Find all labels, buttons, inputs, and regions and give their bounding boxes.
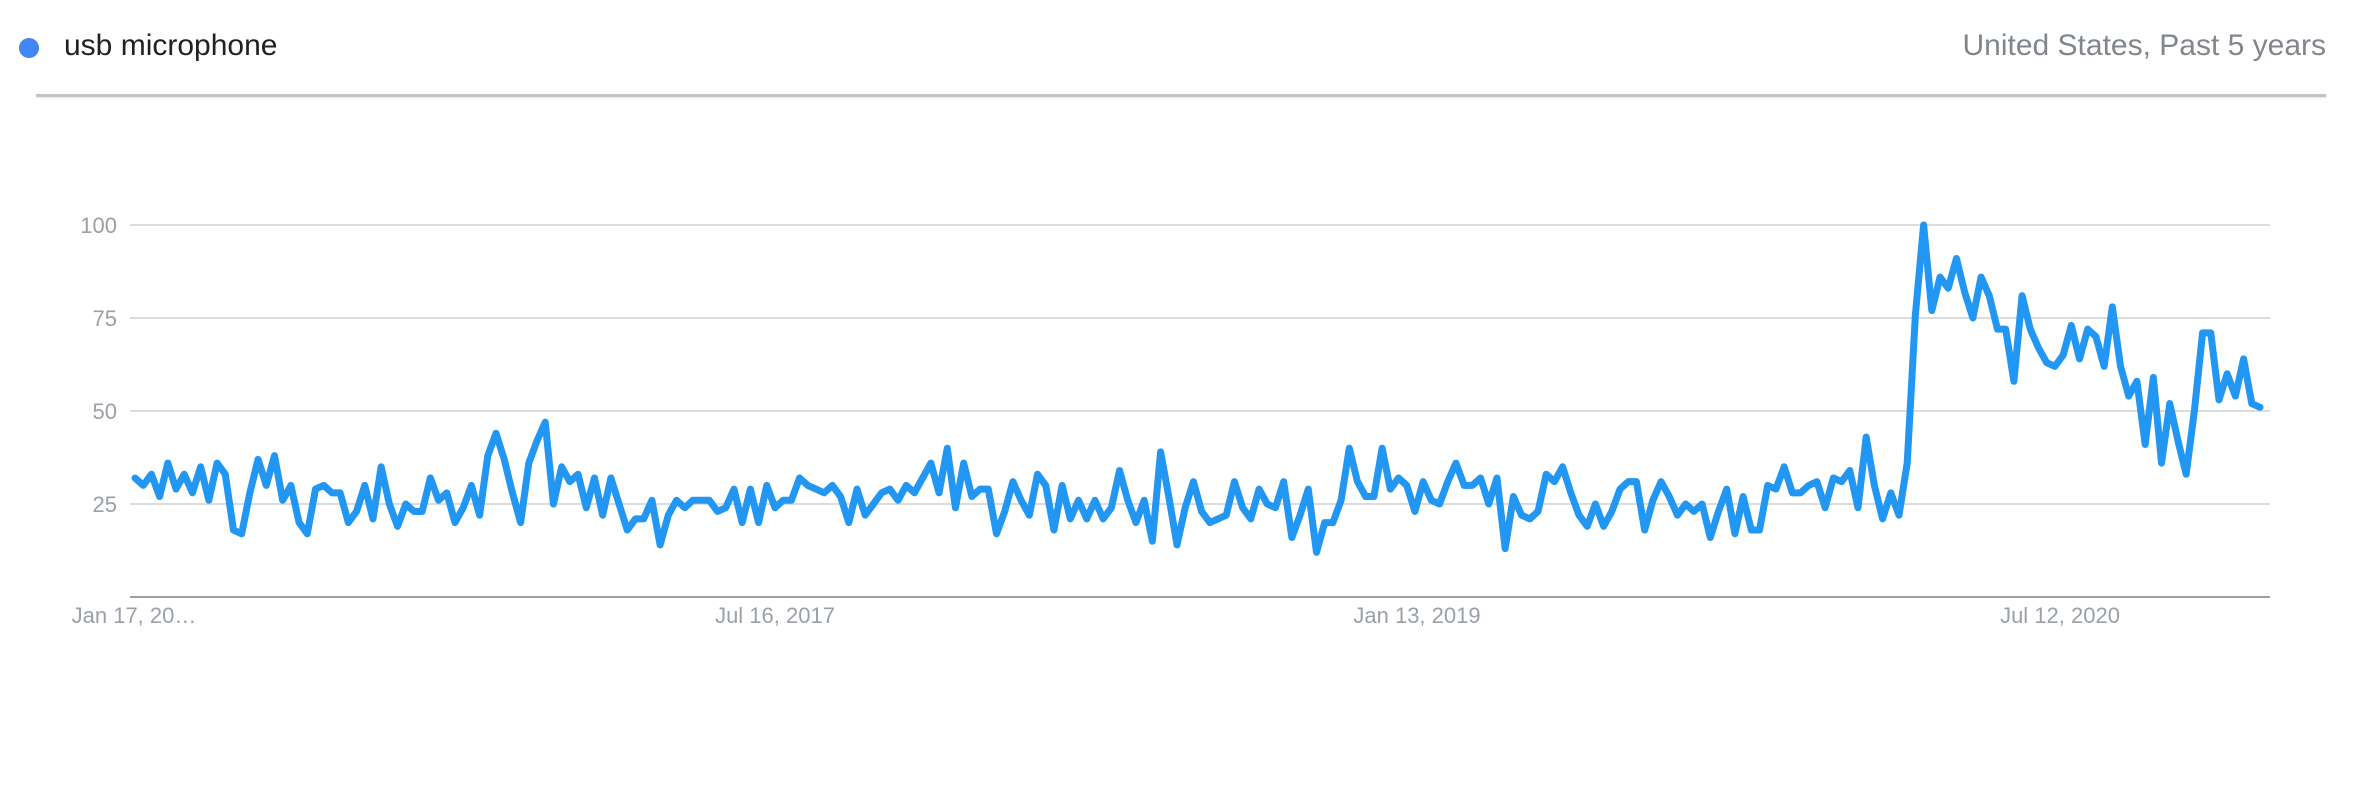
y-tick-label: 100 xyxy=(80,213,117,238)
x-tick-label: Jan 13, 2019 xyxy=(1353,603,1480,628)
y-tick-label: 75 xyxy=(93,306,117,331)
search-term-label[interactable]: usb microphone xyxy=(64,29,278,62)
y-tick-label: 25 xyxy=(93,492,117,517)
y-tick-label: 50 xyxy=(93,399,117,424)
series-legend-dot-icon xyxy=(19,38,39,58)
x-tick-label: Jul 12, 2020 xyxy=(2000,603,2120,628)
x-tick-label: Jan 17, 20… xyxy=(72,603,197,628)
region-timeframe-label[interactable]: United States, Past 5 years xyxy=(1962,29,2326,62)
x-tick-label: Jul 16, 2017 xyxy=(715,603,835,628)
series-line-usb-microphone xyxy=(131,221,2264,556)
legend-row: usb microphone United States, Past 5 yea… xyxy=(0,0,2366,95)
header-divider xyxy=(36,94,2326,97)
